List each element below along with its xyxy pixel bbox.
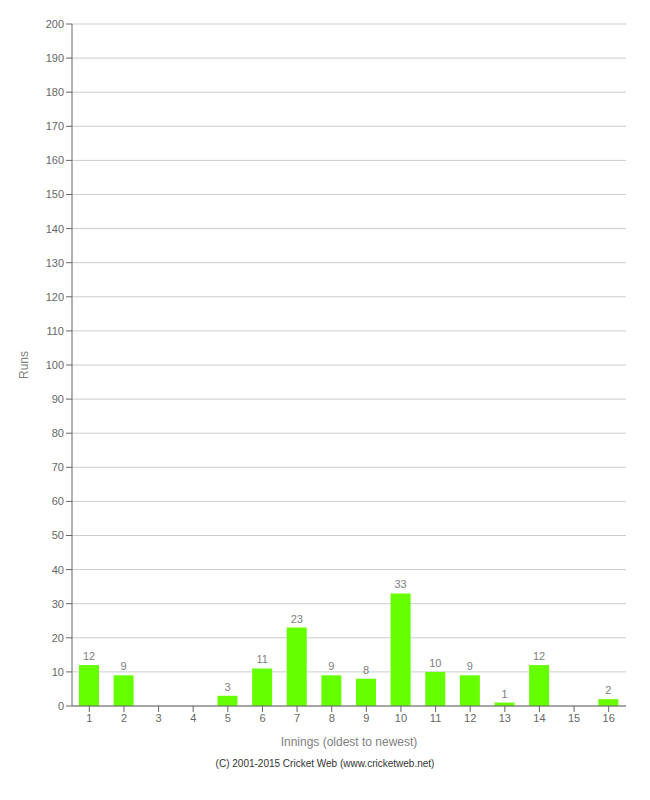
svg-text:90: 90 [52,393,64,405]
svg-text:3: 3 [156,712,162,724]
svg-text:10: 10 [52,666,64,678]
svg-text:Innings (oldest to newest): Innings (oldest to newest) [281,735,418,749]
svg-text:Runs: Runs [17,351,31,379]
svg-text:150: 150 [46,188,64,200]
svg-text:33: 33 [395,578,407,590]
svg-text:7: 7 [294,712,300,724]
svg-text:100: 100 [46,359,64,371]
svg-text:8: 8 [329,712,335,724]
svg-text:120: 120 [46,291,64,303]
svg-text:12: 12 [533,650,545,662]
svg-text:15: 15 [568,712,580,724]
svg-text:9: 9 [328,660,334,672]
svg-text:6: 6 [259,712,265,724]
svg-text:180: 180 [46,86,64,98]
svg-text:10: 10 [395,712,407,724]
svg-text:20: 20 [52,632,64,644]
svg-text:10: 10 [429,657,441,669]
svg-text:2: 2 [605,684,611,696]
svg-text:40: 40 [52,564,64,576]
svg-text:4: 4 [190,712,196,724]
svg-text:9: 9 [121,660,127,672]
svg-text:30: 30 [52,598,64,610]
svg-text:12: 12 [83,650,95,662]
svg-text:12: 12 [464,712,476,724]
svg-text:11: 11 [256,653,267,665]
svg-text:200: 200 [46,18,64,30]
svg-text:11: 11 [430,712,441,724]
svg-text:1: 1 [501,688,507,700]
svg-text:110: 110 [46,325,64,337]
svg-text:170: 170 [46,120,64,132]
svg-text:16: 16 [603,712,615,724]
svg-text:2: 2 [121,712,127,724]
svg-text:1: 1 [86,712,92,724]
svg-text:14: 14 [533,712,545,724]
svg-text:5: 5 [225,712,231,724]
svg-text:80: 80 [52,427,64,439]
svg-text:23: 23 [291,613,303,625]
svg-text:0: 0 [58,700,64,712]
svg-text:60: 60 [52,495,64,507]
html-text:(C) 2001-2015 Cricket Web (www: (C) 2001-2015 Cricket Web (www.cricketwe… [215,758,435,769]
svg-text:130: 130 [46,257,64,269]
svg-text:160: 160 [46,154,64,166]
svg-text:190: 190 [46,52,64,64]
svg-text:9: 9 [467,660,473,672]
svg-text:70: 70 [52,461,64,473]
svg-text:8: 8 [363,664,369,676]
svg-text:50: 50 [52,529,64,541]
svg-text:9: 9 [363,712,369,724]
svg-text:13: 13 [499,712,511,724]
svg-text:3: 3 [224,681,230,693]
svg-text:140: 140 [46,223,64,235]
